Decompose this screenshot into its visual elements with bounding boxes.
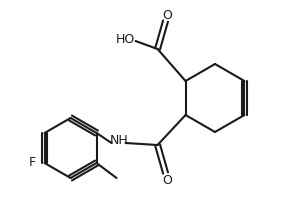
- Text: O: O: [163, 173, 173, 187]
- Text: NH: NH: [110, 134, 129, 148]
- Text: F: F: [29, 156, 36, 169]
- Text: O: O: [163, 9, 173, 22]
- Text: HO: HO: [116, 32, 135, 46]
